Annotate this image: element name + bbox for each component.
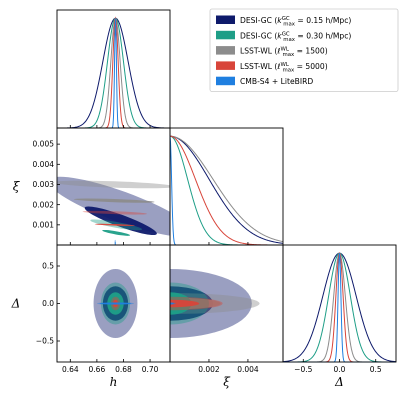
marginal-curve-xi-2 xyxy=(169,135,284,243)
x-axis-label-xi: ξ xyxy=(223,375,231,389)
legend-swatch xyxy=(216,61,235,70)
contour-1sigma-xi_delta-3 xyxy=(170,299,200,308)
legend-label: LSST-WL (ℓWL max = 1500) xyxy=(240,47,328,59)
marginal-curve-xi-0 xyxy=(169,135,284,244)
marginal-curve-h-0 xyxy=(57,17,170,129)
legend-swatch xyxy=(216,15,235,24)
contour-1sigma-h_delta-4 xyxy=(99,302,132,305)
legend-label: DESI-GC (kGC max = 0.30 h/Mpc) xyxy=(240,31,351,43)
legend-label: CMB-S4 + LiteBIRD xyxy=(240,77,313,86)
contours-h-delta xyxy=(93,269,138,338)
x-tick-label: 0.64 xyxy=(62,365,79,374)
y-tick-label: 0.0 xyxy=(42,299,54,308)
x-tick-label: 0.66 xyxy=(89,365,106,374)
contours-h-xi xyxy=(57,176,170,245)
y-tick-label: 0.002 xyxy=(33,200,55,209)
x-tick-label: 0.68 xyxy=(115,365,132,374)
y-tick-label: −0.5 xyxy=(36,337,54,346)
panel-delta-delta: −0.5 0.0 0.5 xyxy=(282,244,397,374)
x-tick-label: 0.0 xyxy=(334,365,346,374)
contour-1sigma-h_xi-3 xyxy=(94,223,135,226)
legend-swatch xyxy=(216,30,235,40)
contour-1sigma-h_xi-2 xyxy=(73,198,155,203)
y-tick-label: 0.005 xyxy=(33,140,55,149)
marginal-h xyxy=(57,16,170,129)
contour-1sigma-h_xi-1 xyxy=(102,229,131,236)
panel-delta-delta-frame xyxy=(282,244,397,363)
contour-2sigma-h_xi-2 xyxy=(57,180,170,189)
legend-label: LSST-WL (ℓWL max = 5000) xyxy=(240,62,328,74)
marginal-delta xyxy=(282,252,397,363)
legend-frame xyxy=(209,8,399,92)
legend: DESI-GC (kGC max = 0.15 h/Mpc) DESI-GC (kG… xyxy=(209,8,399,92)
x-tick-label: 0.5 xyxy=(370,365,382,374)
marginal-curve-xi-3 xyxy=(169,135,283,246)
marginal-curve-delta-1 xyxy=(283,252,396,363)
axis-labels: h ξ Δξ Δ xyxy=(11,180,344,390)
y-tick-label: 0.004 xyxy=(33,160,55,169)
x-axis-label-h: h xyxy=(110,375,118,389)
marginal-curve-delta-3 xyxy=(283,252,396,363)
legend-label: DESI-GC (kGC max = 0.15 h/Mpc) xyxy=(240,16,351,28)
contour-2sigma-h_xi-3 xyxy=(82,210,148,215)
x-tick-label: 0.002 xyxy=(198,365,220,374)
marginal-curve-xi-1 xyxy=(169,135,283,246)
contour-1sigma-h_xi-0 xyxy=(84,206,157,236)
marginal-curve-delta-4 xyxy=(283,253,396,363)
y-tick-label: 0.5 xyxy=(42,262,54,271)
marginal-xi xyxy=(169,135,284,246)
x-tick-label: 0.004 xyxy=(237,365,259,374)
marginal-curve-delta-0 xyxy=(282,252,397,363)
contour-1sigma-h_xi-4 xyxy=(114,241,116,245)
corner-panels: 0.001 0.002 0.003 0.004 0.005 0.64 0.66 0.68 0.7… xyxy=(11,9,397,390)
x-tick-label: −0.5 xyxy=(294,365,312,374)
x-axis-label-delta: Δ xyxy=(334,375,344,389)
y-axis-label-delta: Δ xyxy=(11,297,21,311)
legend-swatch xyxy=(216,46,235,55)
legend-swatch xyxy=(216,76,235,86)
y-tick-label: 0.001 xyxy=(33,220,55,229)
x-tick-label: 0.70 xyxy=(142,365,159,374)
contours-xi-delta xyxy=(170,269,260,338)
contour-1sigma-xi_delta-4 xyxy=(170,302,174,305)
marginal-curve-delta-2 xyxy=(283,252,396,363)
y-axis-label-xi: ξ xyxy=(13,180,21,194)
marginal-curve-xi-4 xyxy=(169,136,283,246)
contour-2sigma-h_xi-0 xyxy=(57,176,170,237)
y-tick-label: 0.003 xyxy=(33,180,55,189)
